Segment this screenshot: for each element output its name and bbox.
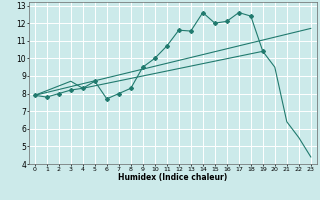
X-axis label: Humidex (Indice chaleur): Humidex (Indice chaleur) bbox=[118, 173, 228, 182]
